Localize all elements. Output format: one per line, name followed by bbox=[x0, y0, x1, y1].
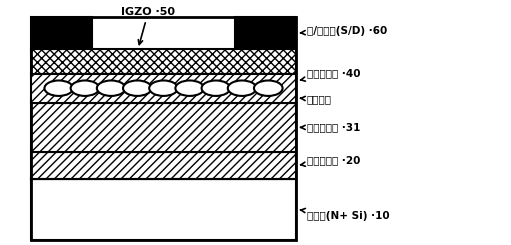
Ellipse shape bbox=[97, 81, 126, 96]
Ellipse shape bbox=[228, 81, 257, 96]
Bar bbox=[31, 179, 296, 240]
Bar bbox=[31, 103, 296, 152]
Ellipse shape bbox=[149, 81, 178, 96]
Text: 阻挡氧化层 ·20: 阻挡氧化层 ·20 bbox=[300, 156, 360, 166]
Text: 源/漏电极(S/D) ·60: 源/漏电极(S/D) ·60 bbox=[300, 26, 387, 36]
Text: 纳米晶做: 纳米晶做 bbox=[300, 94, 332, 104]
Text: 栅电极(N+ Si) ·10: 栅电极(N+ Si) ·10 bbox=[300, 208, 389, 221]
Text: IGZO ·50: IGZO ·50 bbox=[121, 7, 175, 45]
Ellipse shape bbox=[201, 81, 230, 96]
Bar bbox=[235, 17, 296, 49]
Ellipse shape bbox=[71, 81, 99, 96]
Bar bbox=[31, 152, 296, 179]
Bar bbox=[31, 74, 296, 103]
Bar bbox=[31, 17, 92, 49]
Text: 随穿氧化层 ·40: 随穿氧化层 ·40 bbox=[300, 69, 360, 81]
Ellipse shape bbox=[44, 81, 73, 96]
Ellipse shape bbox=[254, 81, 283, 96]
Ellipse shape bbox=[175, 81, 204, 96]
Text: 电荷信获层 ·31: 电荷信获层 ·31 bbox=[300, 122, 360, 132]
Bar bbox=[31, 49, 296, 74]
Bar bbox=[31, 17, 296, 240]
Ellipse shape bbox=[123, 81, 152, 96]
